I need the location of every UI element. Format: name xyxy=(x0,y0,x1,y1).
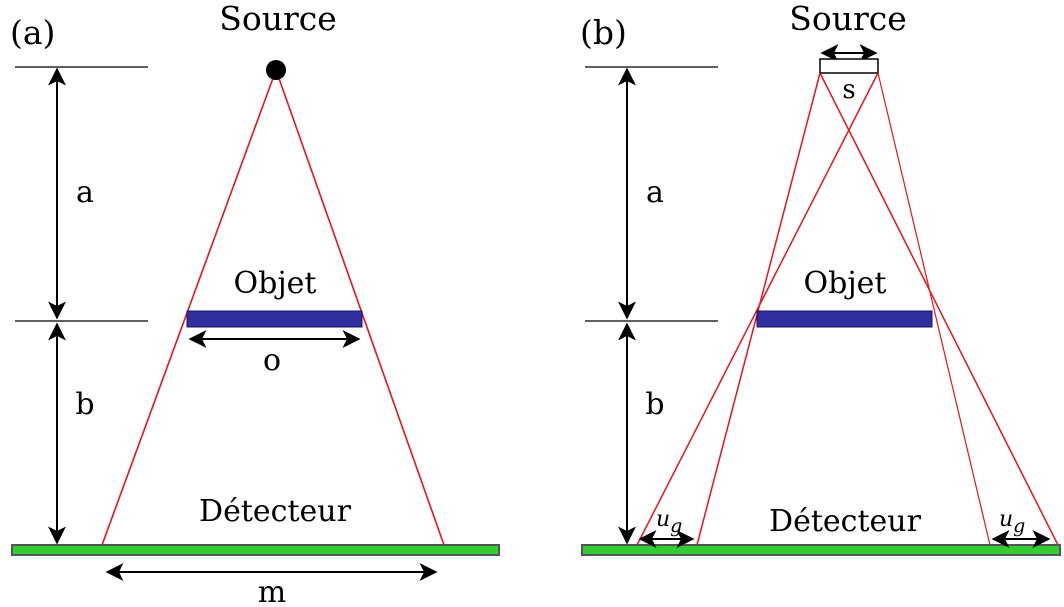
panel-b: (b) Source a b s Objet Détecteur ug ug xyxy=(580,0,1061,556)
panel-a-object xyxy=(186,310,363,328)
panel-a-image-size-label: m xyxy=(258,575,286,607)
panel-a-ray-right xyxy=(275,69,445,546)
panel-b-distance-b-label: b xyxy=(645,387,664,422)
panel-b-ray-right-inner xyxy=(877,72,991,546)
panel-b-penumbra-right-label: ug xyxy=(999,507,1025,537)
panel-a: (a) Source a b Objet o Détecteur m xyxy=(10,0,500,607)
panel-a-detector xyxy=(11,544,500,556)
panel-b-penumbra-left-label: ug xyxy=(656,507,682,537)
panel-b-object xyxy=(756,310,933,328)
panel-b-detector xyxy=(581,544,1061,556)
panel-a-source-label: Source xyxy=(219,0,337,38)
panel-b-detector-label: Détecteur xyxy=(769,504,922,539)
panel-b-ray-left-inner xyxy=(696,72,821,546)
panel-a-object-label: Objet xyxy=(234,266,317,301)
panel-a-point-source xyxy=(266,60,286,80)
panel-a-tag: (a) xyxy=(10,13,55,52)
panel-a-object-size-label: o xyxy=(263,343,281,378)
panel-a-distance-a-label: a xyxy=(76,175,94,210)
panel-b-extended-source xyxy=(819,58,879,74)
panel-b-ray-right-outer xyxy=(819,72,1059,546)
panel-b-distance-a-label: a xyxy=(646,175,664,210)
panel-b-source-size-label: s xyxy=(842,75,855,105)
panel-a-ray-left xyxy=(101,69,277,546)
panel-a-detector-label: Détecteur xyxy=(199,494,352,529)
panel-b-object-label: Objet xyxy=(804,266,887,301)
panel-b-tag: (b) xyxy=(580,13,627,52)
panel-b-source-label: Source xyxy=(789,0,907,38)
panel-b-ray-left-outer xyxy=(636,72,879,546)
panel-a-distance-b-label: b xyxy=(75,387,94,422)
